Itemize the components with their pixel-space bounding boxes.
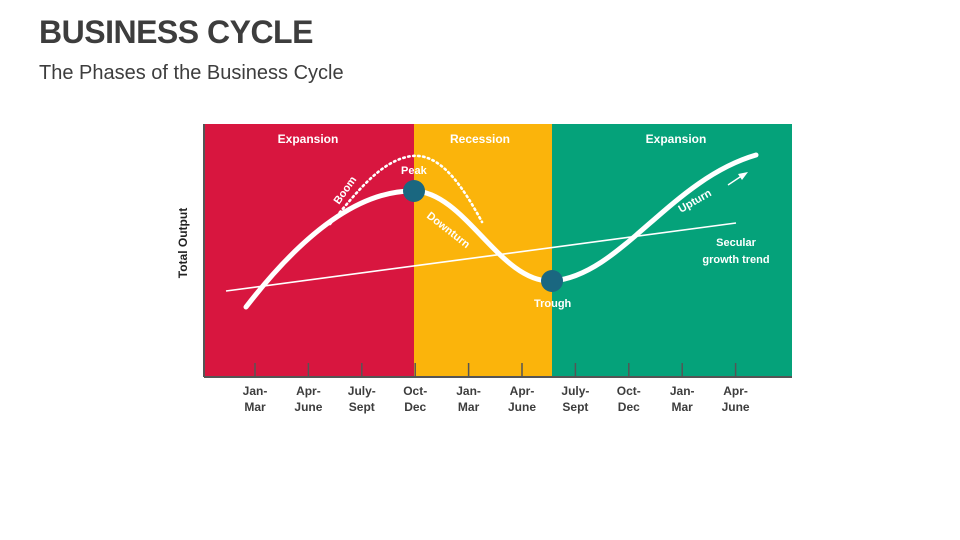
x-tick-label: Apr- bbox=[510, 384, 535, 398]
secular-label-line1: Secular bbox=[716, 237, 756, 249]
x-tick-label: July- bbox=[561, 384, 589, 398]
zone-label-recession: Recession bbox=[450, 132, 510, 146]
peak-label: Peak bbox=[401, 165, 428, 177]
x-tick-label: June bbox=[508, 400, 536, 414]
x-tick-label: Dec bbox=[404, 400, 426, 414]
x-tick-label: July- bbox=[348, 384, 376, 398]
secular-trend-line bbox=[225, 222, 737, 292]
x-tick-label: Dec bbox=[618, 400, 640, 414]
x-axis-ticks: Jan- Mar Apr- June July- Sept Oct- Dec Jan- Mar Ap… bbox=[243, 363, 750, 414]
x-tick-label: Jan- bbox=[456, 384, 481, 398]
x-tick-label: Mar bbox=[672, 400, 694, 414]
slide-title: BUSINESS CYCLE bbox=[39, 14, 313, 50]
business-cycle-curve bbox=[243, 152, 759, 310]
peak-marker bbox=[403, 180, 425, 202]
zone-expansion-2 bbox=[552, 124, 792, 377]
x-tick-label: Apr- bbox=[723, 384, 748, 398]
x-tick-label: Mar bbox=[244, 400, 266, 414]
secular-label-line2: growth trend bbox=[702, 254, 769, 266]
x-tick-label: Jan- bbox=[243, 384, 268, 398]
zone-label-expansion-1: Expansion bbox=[278, 132, 339, 146]
trough-marker bbox=[541, 270, 563, 292]
slide-subtitle: The Phases of the Business Cycle bbox=[39, 62, 344, 84]
upturn-arrow bbox=[727, 172, 748, 186]
trough-label: Trough bbox=[534, 298, 572, 310]
x-tick-label: Apr- bbox=[296, 384, 321, 398]
x-tick-label: June bbox=[294, 400, 322, 414]
zone-expansion-1 bbox=[204, 124, 414, 377]
zone-label-expansion-2: Expansion bbox=[646, 132, 707, 146]
y-axis-title: Total Output bbox=[176, 208, 190, 278]
x-tick-label: June bbox=[722, 400, 750, 414]
x-tick-label: Sept bbox=[349, 400, 375, 414]
boom-dotted-curve bbox=[328, 154, 484, 226]
x-tick-label: Mar bbox=[458, 400, 480, 414]
x-tick-label: Jan- bbox=[670, 384, 695, 398]
x-tick-label: Sept bbox=[562, 400, 588, 414]
x-tick-label: Oct- bbox=[617, 384, 641, 398]
x-tick-label: Oct- bbox=[403, 384, 427, 398]
